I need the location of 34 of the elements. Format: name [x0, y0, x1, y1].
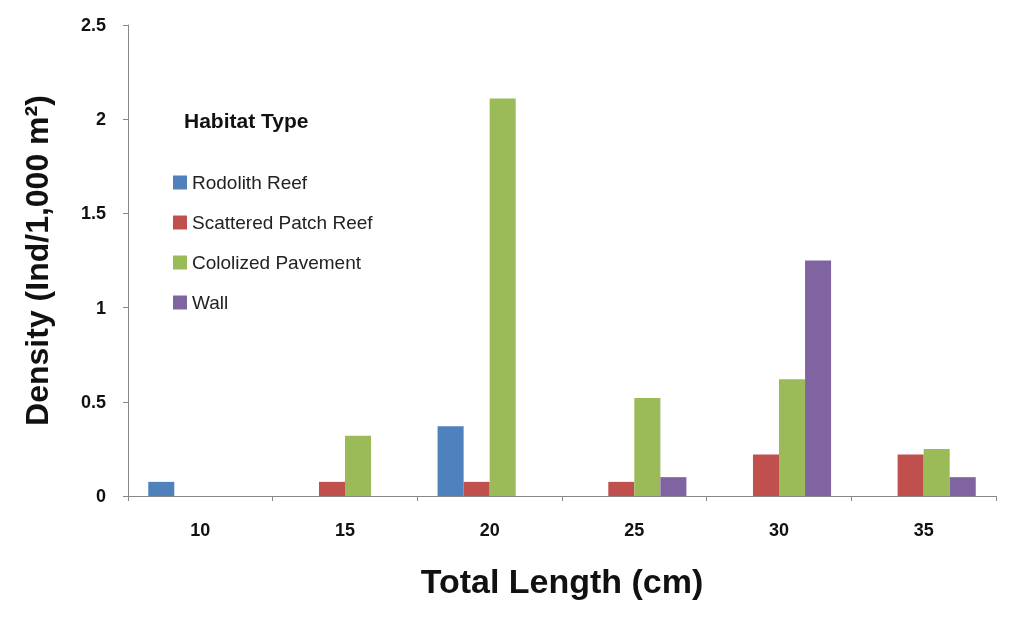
- bar: [318, 481, 345, 496]
- legend-label: Scattered Patch Reef: [192, 212, 374, 233]
- x-tick-label: 10: [190, 520, 211, 540]
- legend-label: Rodolith Reef: [192, 172, 308, 193]
- y-tick-label: 2.5: [80, 15, 106, 35]
- x-tick-label: 30: [768, 520, 790, 540]
- y-tick-label: 2: [95, 109, 106, 130]
- bar: [660, 477, 687, 496]
- bar: [634, 398, 661, 496]
- bar: [752, 454, 779, 496]
- bar: [345, 435, 372, 496]
- bar: [949, 477, 976, 496]
- legend-title: Habitat Type: [184, 109, 309, 132]
- bar: [608, 481, 635, 496]
- x-tick-label: 25: [624, 520, 645, 540]
- bar: [779, 379, 806, 496]
- bar: [463, 481, 490, 496]
- y-tick-label: 0: [95, 486, 106, 506]
- legend-label: Wall: [192, 292, 229, 313]
- x-axis-title: Total Length (cm): [420, 562, 704, 600]
- y-tick-label: 1.5: [80, 203, 106, 224]
- bar: [437, 426, 464, 496]
- x-tick-label: 35: [913, 520, 934, 540]
- bar: [148, 481, 175, 496]
- x-tick-label: 20: [479, 520, 500, 540]
- bar: [897, 454, 924, 496]
- y-axis-title: Density (Ind/1,000 m²): [19, 95, 55, 426]
- legend-label: Cololized Pavement: [192, 252, 362, 273]
- x-tick-label: 15: [334, 520, 356, 540]
- y-tick-label: 1: [95, 297, 106, 318]
- bar: [805, 260, 832, 496]
- bar: [923, 448, 950, 496]
- y-tick-label: 0.5: [80, 391, 106, 412]
- bar: [489, 98, 516, 496]
